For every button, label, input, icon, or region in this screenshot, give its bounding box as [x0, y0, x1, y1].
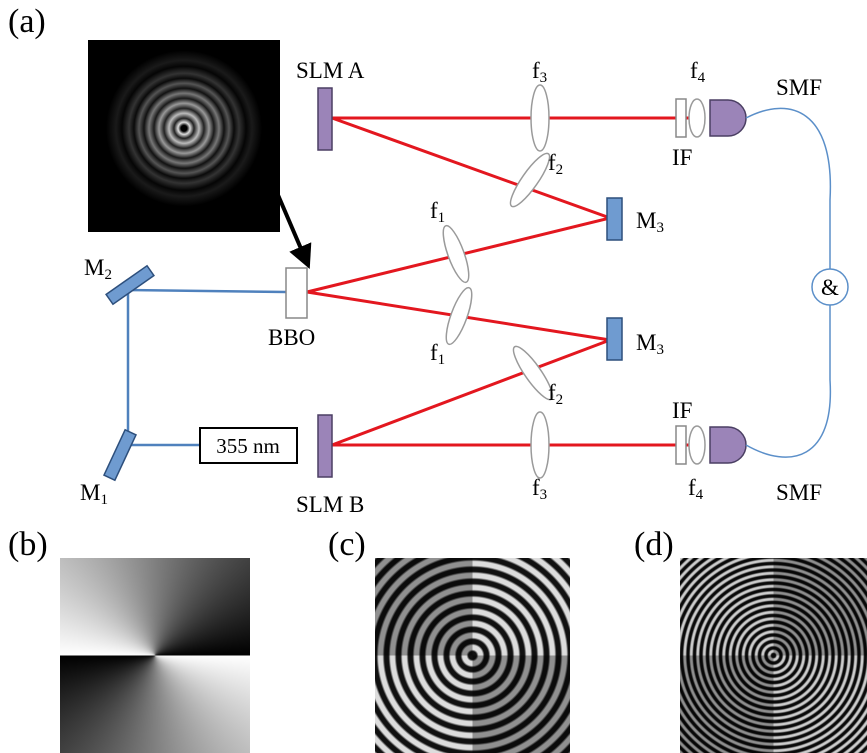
- mirror-label: M1: [80, 480, 108, 508]
- panel-label: (d): [634, 526, 674, 563]
- lens: [531, 85, 549, 151]
- lens-label: f2: [548, 150, 563, 178]
- panel-label: (b): [8, 526, 48, 563]
- lens: [441, 285, 477, 347]
- filter: [676, 99, 686, 137]
- lens-label: f4: [688, 475, 704, 503]
- panel-label: (a): [8, 3, 46, 40]
- mirror: [607, 318, 622, 360]
- component-label: IF: [672, 145, 692, 170]
- panel-label: (c): [328, 526, 366, 563]
- detector: [710, 100, 746, 136]
- slm: [318, 415, 332, 477]
- lens-label: f3: [532, 58, 547, 86]
- filter: [676, 426, 686, 464]
- detector: [710, 427, 746, 463]
- setup-diagram: (a) (b) (c) (d) 355 nm & SLM A: [0, 0, 867, 753]
- figure: (a) (b) (c) (d) 355 nm & SLM A: [0, 0, 867, 753]
- coincidence-label: &: [821, 275, 839, 300]
- lens-label: f2: [548, 380, 563, 408]
- component-label: SLM A: [296, 58, 365, 83]
- mirror-label: M2: [84, 255, 112, 283]
- component-label: SMF: [776, 480, 822, 505]
- lens-label: f1: [430, 198, 445, 226]
- component-label: SLM B: [296, 492, 364, 517]
- lens-label: f4: [690, 58, 706, 86]
- laser-label: 355 nm: [216, 434, 280, 458]
- mirror: [104, 430, 136, 480]
- bbo-crystal: [286, 268, 307, 318]
- mirror: [607, 198, 622, 240]
- lens-label: f3: [532, 475, 547, 503]
- lens-label: f1: [430, 340, 445, 368]
- lens: [689, 99, 705, 137]
- mirror-label: M3: [636, 330, 664, 358]
- component-label: SMF: [776, 75, 822, 100]
- slm: [318, 88, 332, 150]
- pump-beam: [128, 290, 286, 445]
- photon-beams: [307, 118, 700, 445]
- lens: [689, 426, 705, 464]
- arrow: [275, 188, 305, 258]
- mirror-label: M3: [636, 208, 664, 236]
- component-label: BBO: [268, 325, 315, 350]
- lens: [531, 412, 549, 478]
- component-label: IF: [672, 398, 692, 423]
- mirror: [106, 266, 154, 305]
